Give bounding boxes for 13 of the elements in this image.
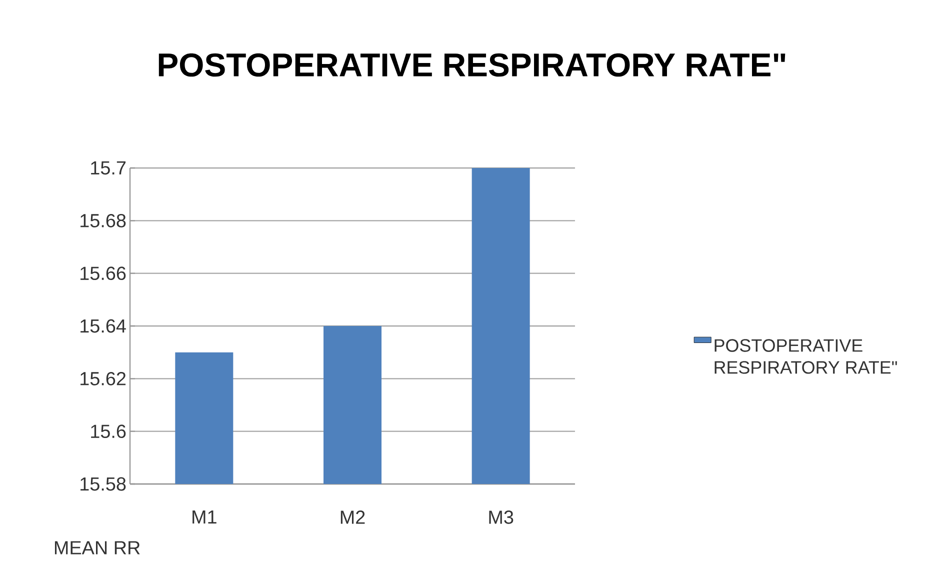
y-tick-label: 15.66 <box>80 266 126 280</box>
y-tick-label: 15.64 <box>80 319 126 333</box>
x-tick-label: M1 <box>192 510 216 524</box>
y-tick-label: 15.68 <box>80 214 126 228</box>
x-axis-title: MEAN RR <box>54 541 140 554</box>
legend-label: POSTOPERATIVE RESPIRATORY RATE" <box>714 339 897 374</box>
x-tick-label: M2 <box>340 510 365 524</box>
y-tick-label: 15.58 <box>80 477 126 491</box>
chart-title: POSTOPERATIVE RESPIRATORY RATE" <box>158 53 786 77</box>
x-tick-label: M3 <box>489 510 514 524</box>
y-tick-label: 15.6 <box>91 424 126 438</box>
y-tick-label: 15.62 <box>80 372 126 386</box>
y-tick-label: 15.7 <box>91 161 126 175</box>
